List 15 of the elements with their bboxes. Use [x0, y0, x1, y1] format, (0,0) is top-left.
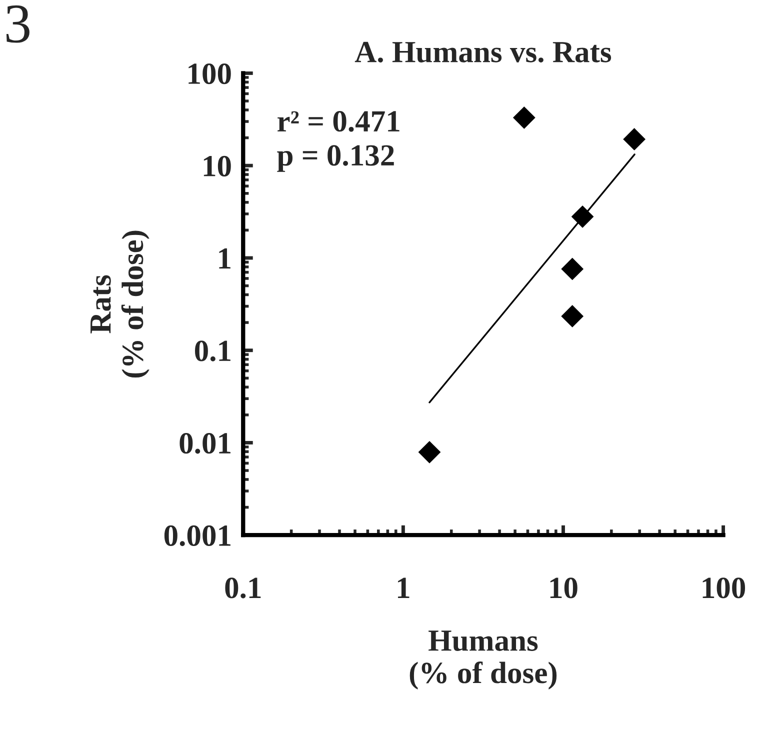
y-tick-label: 0.01 — [180, 432, 230, 454]
y-tick-label: 1 — [219, 248, 230, 269]
x-tick-label: 1 — [398, 578, 410, 598]
x-tick-label: 0.1 — [225, 578, 261, 598]
y-tick-label: 0.1 — [195, 340, 230, 362]
x-tick-label: 10 — [550, 578, 578, 598]
y-tick-label: 0.001 — [164, 525, 230, 546]
chart-title: A. Humans vs. Rats — [354, 42, 612, 63]
x-axis-title: Humans (% of dose) — [410, 630, 557, 690]
y-axis-title: Rats (% of dose) — [90, 230, 150, 378]
annotation: r² = 0.471 p = 0.132 — [277, 111, 400, 172]
y-tick-label: 10 — [204, 156, 231, 176]
y-tick-label: 100 — [188, 63, 231, 84]
text: 3 — [6, 5, 30, 43]
x-tick-label: 100 — [702, 578, 746, 598]
